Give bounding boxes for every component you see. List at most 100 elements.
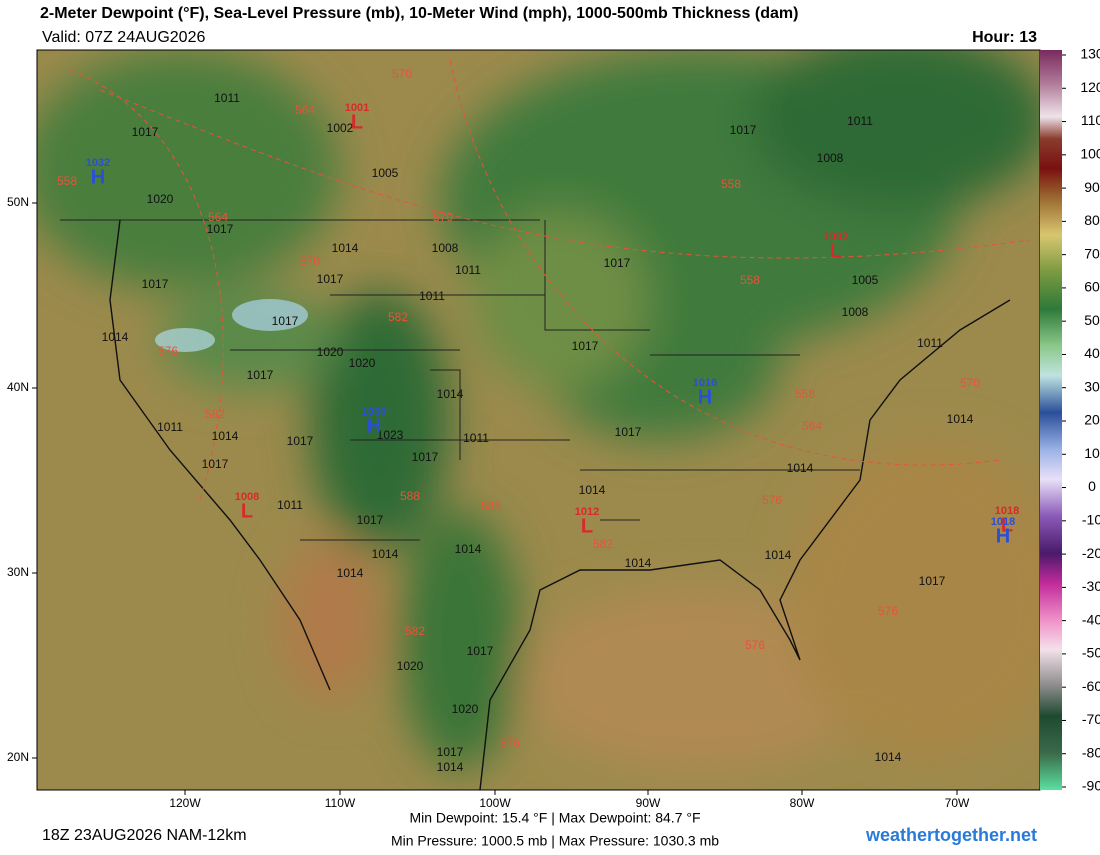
colorbar-label: -70: [1082, 711, 1100, 727]
center-value: 1012: [575, 506, 599, 518]
isobar-label: 1017: [357, 513, 384, 527]
isobar-label: 1014: [102, 330, 129, 344]
isobar-label: 1014: [875, 750, 902, 764]
colorbar-label: -10: [1082, 512, 1100, 528]
isobar-label: 1014: [787, 461, 814, 475]
forecast-hour: Hour: 13: [972, 29, 1037, 46]
isobar-label: 1017: [615, 425, 642, 439]
isobar-label: 1014: [437, 760, 464, 774]
thickness-label: 582: [593, 537, 613, 551]
colorbar: [1040, 50, 1062, 790]
thickness-label: 576: [762, 493, 782, 507]
colorbar-label: 40: [1084, 345, 1100, 361]
lat-label: 20N: [7, 750, 29, 764]
thickness-label: 582: [388, 310, 408, 324]
colorbar-label: -90: [1082, 778, 1100, 794]
thickness-label: 588: [481, 499, 501, 513]
isobar-label: 1014: [332, 241, 359, 255]
isobar-label: 1017: [604, 256, 631, 270]
isobar-label: 1008: [817, 151, 844, 165]
thickness-label: 582: [205, 407, 225, 421]
isobar-label: 1017: [247, 368, 274, 382]
isobar-label: 1020: [397, 659, 424, 673]
isobar-label: 1014: [455, 542, 482, 556]
lon-label: 120W: [169, 796, 201, 810]
center-letter: H: [367, 415, 381, 437]
isobar-label: 1011: [419, 289, 445, 303]
isobar-label: 1017: [142, 277, 169, 291]
isobar-label: 1014: [337, 566, 364, 580]
colorbar-label: -50: [1082, 645, 1100, 661]
isobar-label: 1017: [272, 314, 299, 328]
isobar-label: 1014: [437, 387, 464, 401]
lat-label: 50N: [7, 195, 29, 209]
thickness-label: 558: [795, 387, 815, 401]
isobar-label: 1005: [372, 166, 399, 180]
map: [37, 50, 1040, 790]
isobar-label: 1014: [625, 556, 652, 570]
isobar-label: 1011: [917, 336, 943, 350]
colorbar-label: 60: [1084, 279, 1100, 295]
colorbar-label: 30: [1084, 378, 1100, 394]
site-name[interactable]: weathertogether.net: [865, 825, 1037, 845]
lon-label: 100W: [479, 796, 511, 810]
thickness-label: 564: [208, 210, 228, 224]
isobar-label: 1017: [317, 272, 344, 286]
thickness-label: 570: [433, 210, 453, 224]
thickness-label: 576: [878, 604, 898, 618]
isobar-label: 1017: [287, 434, 314, 448]
center-letter: L: [830, 240, 842, 262]
title: 2-Meter Dewpoint (°F), Sea-Level Pressur…: [40, 5, 798, 22]
colorbar-label: 80: [1084, 212, 1100, 228]
colorbar-label: -30: [1082, 578, 1100, 594]
isobar-label: 1011: [847, 114, 873, 128]
isobar-label: 1017: [572, 339, 599, 353]
isobar-label: 1011: [214, 91, 240, 105]
colorbar-label: 70: [1084, 245, 1100, 261]
isobar-label: 1023: [377, 428, 404, 442]
isobar-label: 1014: [579, 483, 606, 497]
isobar-label: 1017: [730, 123, 757, 137]
isobar-label: 1014: [947, 412, 974, 426]
center-letter: L: [241, 500, 253, 522]
thickness-label: 570: [960, 376, 980, 390]
center-value: 1018: [991, 516, 1015, 528]
isobar-label: 1008: [432, 241, 459, 255]
colorbar-label: 120: [1080, 79, 1100, 95]
thickness-label: 576: [500, 736, 520, 750]
colorbar-label: 0: [1088, 478, 1096, 494]
isobar-label: 1005: [852, 273, 879, 287]
lon-label: 70W: [945, 796, 970, 810]
center-value: 1001: [345, 102, 369, 114]
colorbar-label: 90: [1084, 179, 1100, 195]
isobar-label: 1017: [412, 450, 439, 464]
thickness-label: 558: [740, 273, 760, 287]
center-letter: L: [581, 515, 593, 537]
thickness-label: 564: [295, 103, 315, 117]
isobar-label: 1014: [765, 548, 792, 562]
isobar-label: 1002: [327, 121, 354, 135]
center-value: 1018: [995, 505, 1019, 517]
isobar-label: 1017: [919, 574, 946, 588]
colorbar-label: 110: [1081, 112, 1100, 128]
isobar-label: 1017: [467, 644, 494, 658]
isobar-label: 1017: [202, 457, 229, 471]
pressure-range: Min Pressure: 1000.5 mb | Max Pressure: …: [391, 833, 719, 849]
isobar-label: 1017: [207, 222, 234, 236]
thickness-label: 558: [57, 174, 77, 188]
model-run: 18Z 23AUG2026 NAM-12km: [42, 827, 247, 844]
isobar-label: 1020: [349, 356, 376, 370]
isobar-label: 1011: [463, 431, 489, 445]
isobar-label: 1017: [132, 125, 159, 139]
colorbar-label: 20: [1084, 412, 1100, 428]
isobar-label: 1014: [212, 429, 239, 443]
colorbar-label: -40: [1082, 611, 1100, 627]
isobar-label: 1008: [842, 305, 869, 319]
center-value: 1008: [235, 491, 259, 503]
colorbar-label: 100: [1080, 146, 1100, 162]
colorbar-label: -20: [1082, 545, 1100, 561]
center-letter: H: [91, 166, 105, 188]
isobar-label: 1017: [437, 745, 464, 759]
isobar-label: 1014: [372, 547, 399, 561]
thickness-label: 582: [405, 624, 425, 638]
